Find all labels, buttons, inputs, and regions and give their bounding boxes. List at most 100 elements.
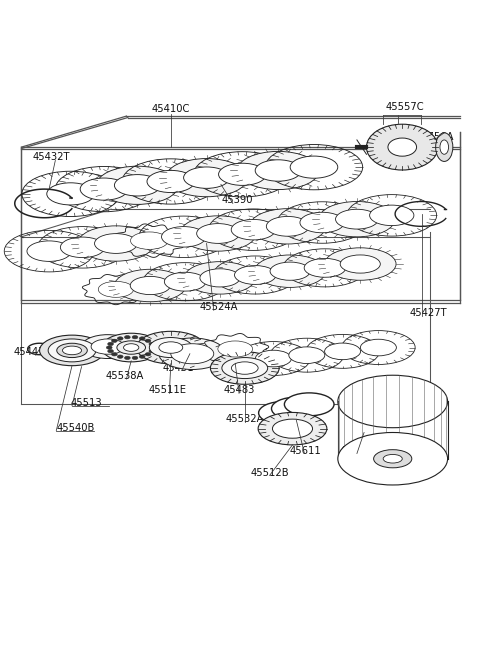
Ellipse shape [200,269,240,287]
Ellipse shape [136,331,205,364]
Ellipse shape [111,352,117,356]
Text: 43756A: 43756A [416,132,454,141]
Ellipse shape [149,343,155,346]
Ellipse shape [107,346,112,349]
Ellipse shape [123,344,139,351]
Ellipse shape [117,355,123,358]
Ellipse shape [91,339,124,354]
Ellipse shape [78,226,154,261]
Text: 45512B: 45512B [250,468,289,478]
Ellipse shape [47,183,95,205]
Ellipse shape [231,219,276,240]
Ellipse shape [171,344,214,364]
Text: 45427T: 45427T [410,309,447,318]
Ellipse shape [210,352,279,384]
Ellipse shape [145,352,151,356]
Ellipse shape [266,216,309,236]
Ellipse shape [108,343,113,346]
Ellipse shape [95,234,137,253]
Ellipse shape [115,269,186,302]
Ellipse shape [124,356,130,360]
Ellipse shape [114,175,160,196]
Ellipse shape [231,362,258,374]
Ellipse shape [370,205,414,225]
Ellipse shape [270,262,310,280]
Text: 45435: 45435 [340,445,371,456]
Ellipse shape [218,163,266,185]
Ellipse shape [254,255,326,288]
Text: 45432T: 45432T [33,152,70,162]
Ellipse shape [237,151,319,189]
Ellipse shape [96,166,179,204]
Text: 45513: 45513 [71,398,102,408]
Ellipse shape [324,343,360,360]
Ellipse shape [27,241,71,261]
Text: 45532A: 45532A [226,414,264,424]
Ellipse shape [250,209,326,244]
Ellipse shape [162,227,206,247]
Ellipse shape [184,261,256,294]
Ellipse shape [48,339,96,362]
Text: 45483: 45483 [223,386,255,396]
Ellipse shape [218,341,252,357]
Ellipse shape [324,248,396,280]
Ellipse shape [180,216,256,251]
Text: 45557C: 45557C [385,102,424,112]
Ellipse shape [139,355,145,358]
Ellipse shape [124,335,130,339]
Text: 45524A: 45524A [199,303,238,312]
Ellipse shape [440,140,448,155]
Ellipse shape [272,397,321,420]
Ellipse shape [284,393,334,416]
Text: 45390: 45390 [222,195,253,204]
Ellipse shape [131,232,168,250]
Ellipse shape [338,432,447,485]
Ellipse shape [255,350,291,367]
Ellipse shape [145,339,151,343]
Ellipse shape [289,347,325,364]
Ellipse shape [149,337,192,358]
Ellipse shape [383,455,402,463]
Ellipse shape [388,138,417,156]
Text: 45540B: 45540B [56,422,95,433]
Ellipse shape [336,210,378,229]
Ellipse shape [117,337,123,340]
Ellipse shape [82,335,134,358]
Text: 45611: 45611 [290,445,322,456]
Ellipse shape [197,223,240,244]
Ellipse shape [111,339,117,343]
Ellipse shape [164,272,206,291]
Ellipse shape [300,212,344,233]
Ellipse shape [57,343,87,358]
Ellipse shape [360,339,396,356]
Ellipse shape [102,333,161,362]
Ellipse shape [80,178,128,200]
Ellipse shape [147,170,194,193]
Ellipse shape [117,341,145,354]
Text: 45538A: 45538A [105,371,144,381]
Ellipse shape [304,259,346,277]
Ellipse shape [258,413,327,445]
Ellipse shape [319,202,395,237]
Ellipse shape [273,419,312,438]
Ellipse shape [184,167,229,189]
Ellipse shape [436,133,453,161]
Text: 45443T: 45443T [14,347,51,358]
Ellipse shape [130,276,170,295]
Ellipse shape [373,450,412,468]
Ellipse shape [60,237,105,257]
Text: 45451: 45451 [162,363,194,373]
Ellipse shape [39,335,105,365]
Ellipse shape [132,335,138,339]
Ellipse shape [108,350,113,353]
Ellipse shape [166,159,248,196]
Ellipse shape [159,338,226,369]
Ellipse shape [98,282,133,297]
Ellipse shape [259,402,308,424]
Ellipse shape [132,356,138,360]
Ellipse shape [340,255,380,273]
Ellipse shape [235,265,276,284]
Ellipse shape [62,346,82,355]
Ellipse shape [222,358,268,379]
Text: 45410C: 45410C [152,104,190,114]
